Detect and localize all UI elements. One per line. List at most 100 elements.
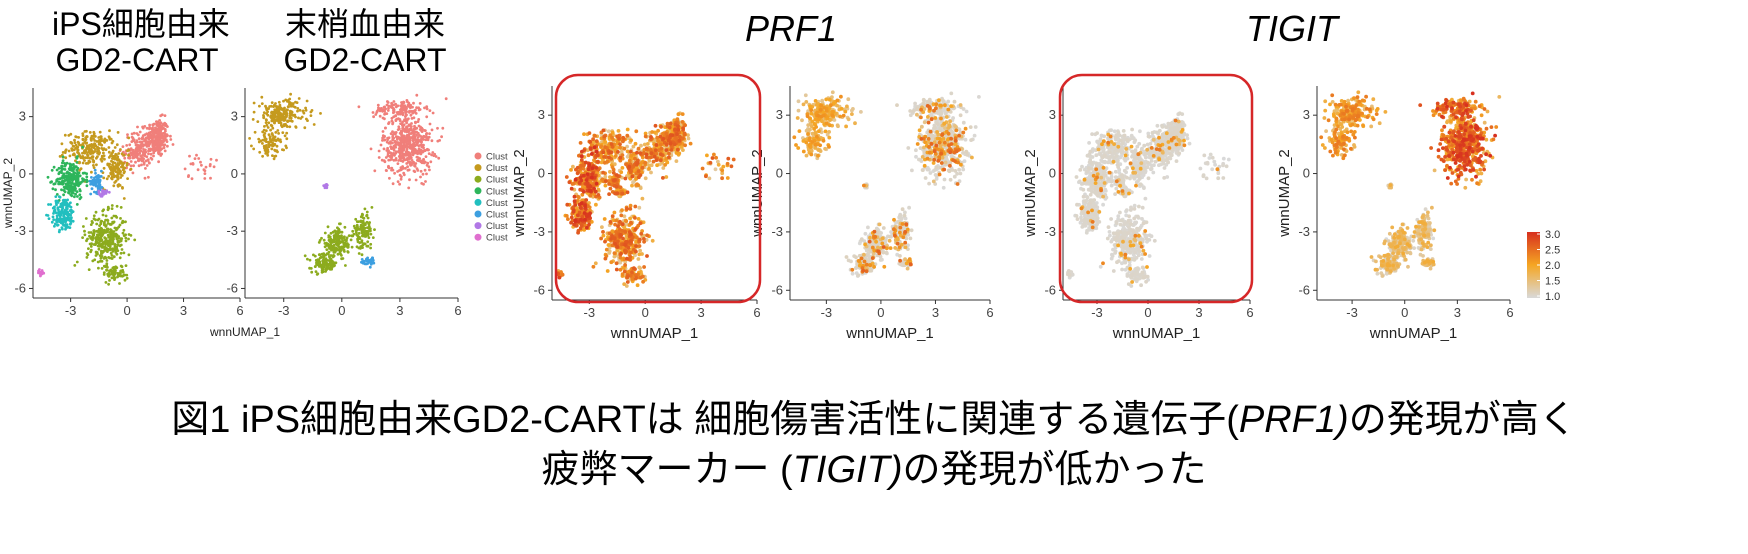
data-point (664, 142, 669, 147)
data-point (393, 139, 397, 143)
data-point (360, 260, 363, 264)
data-point (117, 152, 121, 155)
data-point (343, 225, 347, 229)
data-point (343, 250, 346, 253)
data-point (599, 236, 603, 241)
data-point (668, 141, 673, 146)
data-point (594, 202, 598, 207)
data-point (635, 150, 639, 155)
data-point (588, 184, 593, 189)
data-point (656, 128, 660, 133)
data-point (346, 245, 350, 249)
data-point (625, 206, 629, 211)
data-point (264, 121, 268, 124)
data-point (650, 130, 655, 134)
data-point (402, 100, 405, 104)
data-point (639, 231, 644, 236)
ips-title: iPS細胞由来 GD2-CART (52, 6, 230, 78)
data-point (261, 130, 265, 134)
data-point (659, 124, 663, 129)
data-point (325, 267, 328, 270)
data-point (70, 147, 74, 151)
data-point (688, 141, 693, 146)
data-point (301, 109, 305, 113)
data-point (85, 179, 89, 183)
data-point (362, 259, 366, 263)
data-point (113, 232, 117, 236)
data-point (319, 255, 323, 259)
data-point (63, 162, 67, 165)
data-point (391, 152, 394, 156)
data-point (137, 157, 141, 161)
data-point (398, 156, 402, 159)
data-point (585, 214, 589, 219)
data-point (591, 137, 595, 142)
data-point (414, 121, 417, 125)
data-point (668, 121, 673, 126)
data-point (603, 239, 607, 244)
data-point (266, 153, 270, 157)
data-point (151, 134, 155, 138)
data-point (402, 106, 406, 110)
data-point (130, 132, 134, 136)
data-point (82, 225, 85, 228)
data-point (267, 143, 271, 146)
data-point (316, 272, 320, 276)
data-point (282, 99, 285, 103)
data-point (71, 219, 75, 223)
data-point (203, 172, 207, 176)
data-point (588, 211, 592, 216)
data-point (96, 229, 99, 233)
data-point (667, 151, 671, 156)
data-point (324, 270, 327, 273)
data-point (716, 159, 720, 164)
data-point (38, 268, 41, 271)
data-point (572, 194, 577, 199)
data-point (69, 221, 73, 225)
data-point (159, 129, 163, 133)
data-point (91, 235, 95, 238)
data-point (411, 105, 414, 109)
data-point (363, 232, 367, 236)
data-point (389, 145, 393, 149)
data-point (378, 114, 382, 118)
data-point (667, 125, 672, 130)
data-point (111, 171, 115, 175)
data-point (61, 227, 64, 231)
data-point (686, 136, 691, 141)
data-point (298, 108, 302, 112)
data-point (428, 122, 432, 126)
data-point (85, 239, 88, 243)
data-point (252, 147, 256, 151)
data-point (288, 116, 292, 120)
data-point (607, 182, 611, 186)
data-point (627, 164, 632, 169)
data-point (271, 119, 275, 123)
data-point (137, 164, 141, 168)
data-point (101, 213, 105, 217)
data-point (595, 153, 600, 158)
data-point (70, 194, 74, 198)
data-point (107, 135, 111, 139)
data-point (100, 219, 104, 223)
data-point (52, 218, 56, 222)
data-point (49, 203, 53, 206)
data-point (350, 245, 354, 249)
data-point (612, 236, 617, 241)
data-point (150, 157, 154, 161)
data-point (588, 139, 592, 144)
data-point (108, 273, 112, 276)
data-point (57, 195, 61, 199)
data-point (149, 152, 153, 156)
data-point (285, 131, 289, 135)
data-point (118, 274, 122, 278)
data-point (81, 236, 84, 240)
data-point (141, 134, 145, 138)
data-point (383, 160, 387, 164)
data-point (260, 95, 264, 99)
data-point (274, 131, 278, 134)
data-point (71, 163, 74, 167)
data-point (93, 168, 97, 172)
data-point (330, 238, 333, 242)
data-point (70, 216, 73, 220)
